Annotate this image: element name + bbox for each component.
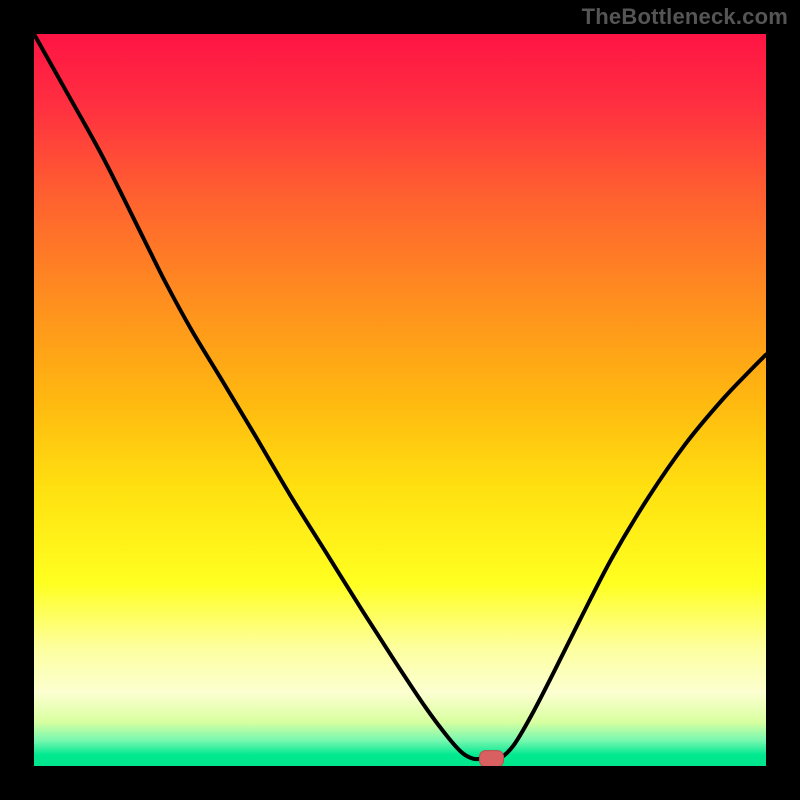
plot-area bbox=[34, 34, 766, 766]
watermark-text: TheBottleneck.com bbox=[582, 4, 788, 30]
chart-frame: TheBottleneck.com bbox=[0, 0, 800, 800]
chart-svg bbox=[34, 34, 766, 766]
chart-background bbox=[34, 34, 766, 766]
optimal-marker bbox=[480, 751, 504, 766]
